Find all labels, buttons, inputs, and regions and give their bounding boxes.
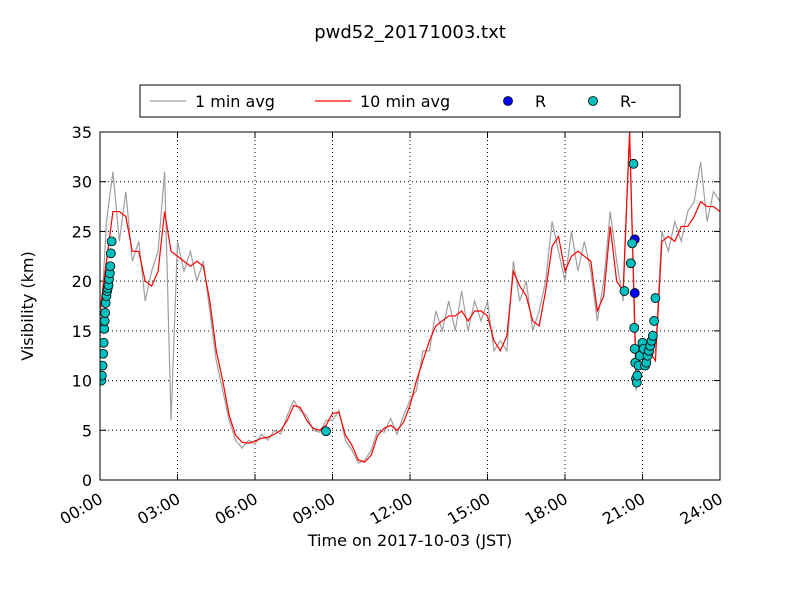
x-tick-label: 21:00	[599, 489, 648, 529]
x-tick-label: 03:00	[134, 489, 183, 529]
y-tick-label: 5	[82, 421, 92, 440]
legend-marker	[503, 96, 513, 106]
line	[100, 132, 720, 464]
x-tick-label: 15:00	[444, 489, 493, 529]
point	[629, 288, 640, 298]
point	[100, 308, 111, 318]
x-tick-label: 09:00	[289, 489, 338, 529]
y-tick-label: 15	[72, 322, 92, 341]
y-tick-label: 30	[72, 173, 92, 192]
y-tick-label: 35	[72, 123, 92, 142]
point	[100, 337, 109, 348]
chart-title: pwd52_20171003.txt	[314, 22, 506, 43]
point	[619, 286, 630, 296]
point	[632, 370, 643, 381]
y-tick-label: 20	[72, 272, 92, 291]
point	[105, 248, 116, 259]
x-tick-label: 00:00	[57, 489, 106, 529]
legend-marker	[588, 96, 598, 106]
legend-label: R	[535, 92, 546, 111]
point	[647, 330, 658, 341]
legend-label: 1 min avg	[195, 92, 275, 111]
y-tick-label: 0	[82, 471, 92, 490]
point	[100, 348, 108, 359]
point	[627, 238, 638, 249]
x-tick-label: 12:00	[367, 489, 416, 529]
point	[650, 293, 661, 303]
y-axis-label: Visibility (km)	[18, 251, 37, 360]
y-tick-label: 10	[72, 372, 92, 391]
x-axis-label: Time on 2017-10-03 (JST)	[307, 531, 512, 550]
point	[105, 261, 116, 272]
point	[649, 316, 660, 326]
y-tick-label: 25	[72, 222, 92, 241]
x-tick-label: 24:00	[677, 489, 726, 529]
line	[100, 132, 720, 463]
point	[100, 360, 108, 371]
legend-label: R-	[620, 92, 636, 111]
x-tick-label: 18:00	[522, 489, 571, 529]
point	[625, 258, 636, 269]
legend-label: 10 min avg	[360, 92, 450, 111]
point	[321, 426, 331, 437]
point	[106, 236, 117, 247]
point	[629, 322, 640, 333]
point	[100, 370, 107, 381]
point	[628, 158, 639, 169]
x-tick-label: 06:00	[212, 489, 261, 529]
plot-frame	[99, 131, 721, 481]
plot-area	[100, 132, 720, 464]
